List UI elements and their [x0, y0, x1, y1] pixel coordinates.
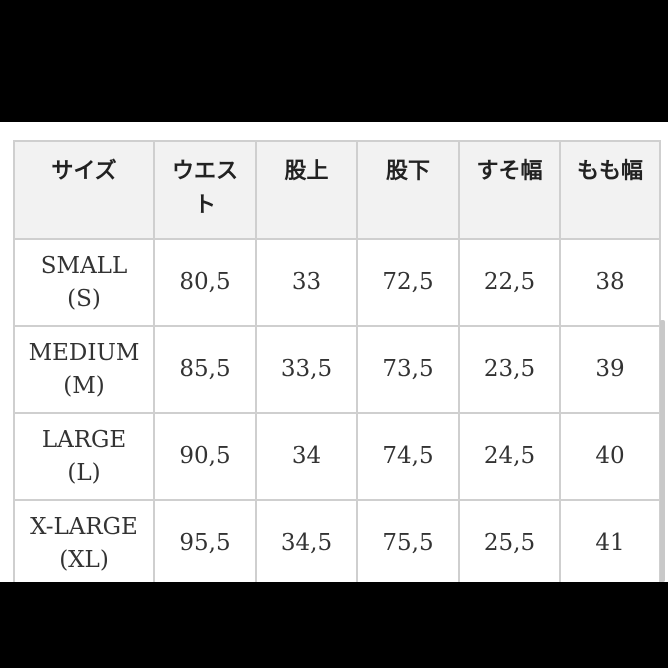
table-row: LARGE (L) 90,5 34 74,5 24,5 40 [13, 412, 661, 501]
size-chart-table: サイズ ウエスト 股上 股下 すそ幅 もも幅 SMALL (S) 80,5 33 … [13, 140, 661, 582]
header-thigh-width: もも幅 [559, 140, 661, 240]
waist-cell: 90,5 [153, 412, 257, 501]
inseam-cell: 72,5 [356, 238, 460, 327]
size-label: X-LARGE [30, 513, 138, 540]
size-cell: MEDIUM (M) [13, 325, 155, 414]
table-row: SMALL (S) 80,5 33 72,5 22,5 38 [13, 238, 661, 327]
rise-cell: 33,5 [255, 325, 358, 414]
size-code: (XL) [59, 546, 109, 573]
thigh-cell: 39 [559, 325, 661, 414]
header-waist: ウエスト [153, 140, 257, 240]
thigh-cell: 41 [559, 499, 661, 582]
waist-cell: 95,5 [153, 499, 257, 582]
size-code: (S) [67, 285, 101, 312]
size-code: (L) [67, 459, 101, 486]
header-row: サイズ ウエスト 股上 股下 すそ幅 もも幅 [13, 140, 661, 240]
table-row: X-LARGE (XL) 95,5 34,5 75,5 25,5 41 [13, 499, 661, 582]
hem-cell: 24,5 [458, 412, 561, 501]
header-hem-width: すそ幅 [458, 140, 561, 240]
waist-cell: 80,5 [153, 238, 257, 327]
size-cell: LARGE (L) [13, 412, 155, 501]
rise-cell: 33 [255, 238, 358, 327]
size-label: LARGE [41, 426, 127, 453]
inseam-cell: 75,5 [356, 499, 460, 582]
size-code: (M) [63, 372, 105, 399]
page-content: サイズ ウエスト 股上 股下 すそ幅 もも幅 SMALL (S) 80,5 33 … [0, 122, 668, 582]
size-cell: X-LARGE (XL) [13, 499, 155, 582]
header-size: サイズ [13, 140, 155, 240]
header-rise: 股上 [255, 140, 358, 240]
waist-cell: 85,5 [153, 325, 257, 414]
hem-cell: 25,5 [458, 499, 561, 582]
inseam-cell: 74,5 [356, 412, 460, 501]
size-label: MEDIUM [28, 339, 140, 366]
size-cell: SMALL (S) [13, 238, 155, 327]
inseam-cell: 73,5 [356, 325, 460, 414]
rise-cell: 34,5 [255, 499, 358, 582]
hem-cell: 23,5 [458, 325, 561, 414]
table-row: MEDIUM (M) 85,5 33,5 73,5 23,5 39 [13, 325, 661, 414]
hem-cell: 22,5 [458, 238, 561, 327]
header-inseam: 股下 [356, 140, 460, 240]
size-label: SMALL [40, 252, 128, 279]
thigh-cell: 40 [559, 412, 661, 501]
scrollbar[interactable] [660, 320, 665, 582]
thigh-cell: 38 [559, 238, 661, 327]
rise-cell: 34 [255, 412, 358, 501]
